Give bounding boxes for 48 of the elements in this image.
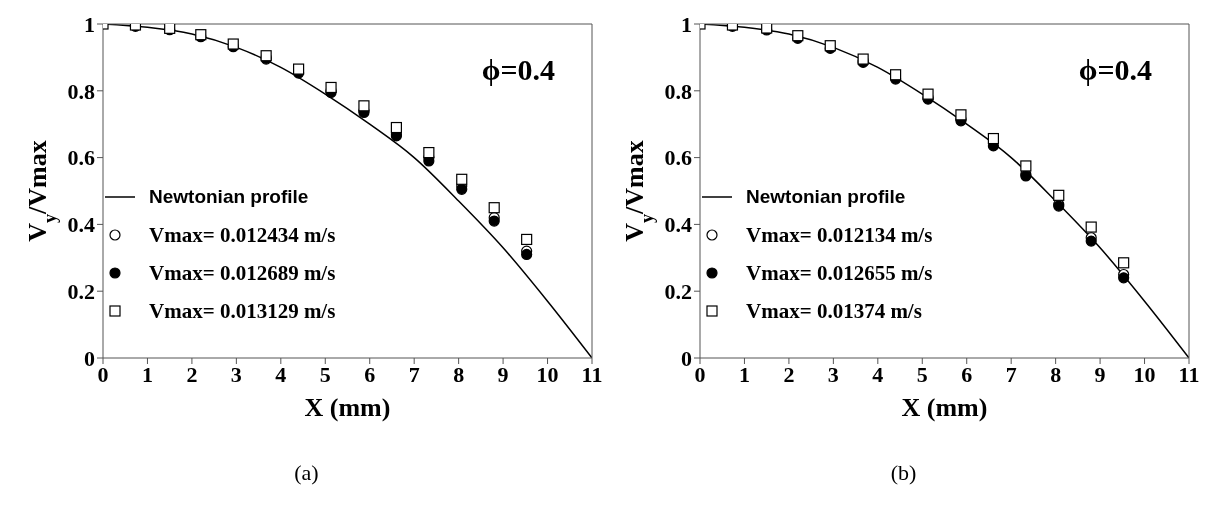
x-tick-label: 11 xyxy=(581,361,603,387)
y-tick-label: 0.2 xyxy=(67,279,95,305)
legend-label: Vmax= 0.012655 m/s xyxy=(746,260,933,287)
y-tick-label: 0 xyxy=(681,345,692,371)
x-tick-label: 8 xyxy=(453,361,465,387)
y-tick-label: 1 xyxy=(681,11,692,37)
x-tick-label: 5 xyxy=(319,361,331,387)
x-tick-label: 11 xyxy=(1178,361,1200,387)
x-tick-label: 2 xyxy=(186,361,198,387)
annotation: ϕ=0.4 xyxy=(481,53,555,87)
x-tick-label: 6 xyxy=(364,361,376,387)
text: (a) xyxy=(293,460,320,486)
x-axis-title: X (mm) xyxy=(901,393,988,422)
x-axis-title: X (mm) xyxy=(304,393,391,422)
y-tick-label: 0.8 xyxy=(67,78,95,104)
legend-label: Vmax= 0.013129 m/s xyxy=(149,298,336,325)
x-tick-label: 10 xyxy=(536,361,559,387)
legend-label: Vmax= 0.01374 m/s xyxy=(746,298,922,325)
y-tick-label: 1 xyxy=(84,11,95,37)
x-tick-label: 1 xyxy=(141,361,153,387)
x-tick-label: 10 xyxy=(1133,361,1156,387)
x-tick-label: 4 xyxy=(275,361,287,387)
legend-label: Vmax= 0.012134 m/s xyxy=(746,222,933,249)
x-tick-label: 9 xyxy=(497,361,509,387)
text: (b) xyxy=(889,460,918,486)
y-tick-label: 0.8 xyxy=(664,78,692,104)
y-tick-label: 0.6 xyxy=(664,145,692,171)
legend-label: Vmax= 0.012434 m/s xyxy=(149,222,336,249)
x-tick-label: 6 xyxy=(961,361,973,387)
annotation: ϕ=0.4 xyxy=(1078,53,1152,87)
legend-label: Newtonian profile xyxy=(149,185,309,209)
y-tick-label: 0.2 xyxy=(664,279,692,305)
y-tick-label: 0.4 xyxy=(67,212,95,238)
x-tick-label: 8 xyxy=(1050,361,1062,387)
x-tick-label: 5 xyxy=(916,361,928,387)
x-tick-label: 2 xyxy=(783,361,795,387)
legend-label: Newtonian profile xyxy=(746,185,906,209)
y-tick-label: 0 xyxy=(84,345,95,371)
x-tick-label: 7 xyxy=(408,361,420,387)
y-tick-label: 0.4 xyxy=(664,212,692,238)
x-tick-label: 7 xyxy=(1005,361,1017,387)
x-tick-label: 3 xyxy=(827,361,839,387)
legend-label: Vmax= 0.012689 m/s xyxy=(149,260,336,287)
y-tick-label: 0.6 xyxy=(67,145,95,171)
x-tick-label: 3 xyxy=(230,361,242,387)
x-tick-label: 4 xyxy=(872,361,884,387)
x-tick-label: 9 xyxy=(1094,361,1106,387)
x-tick-label: 1 xyxy=(738,361,750,387)
